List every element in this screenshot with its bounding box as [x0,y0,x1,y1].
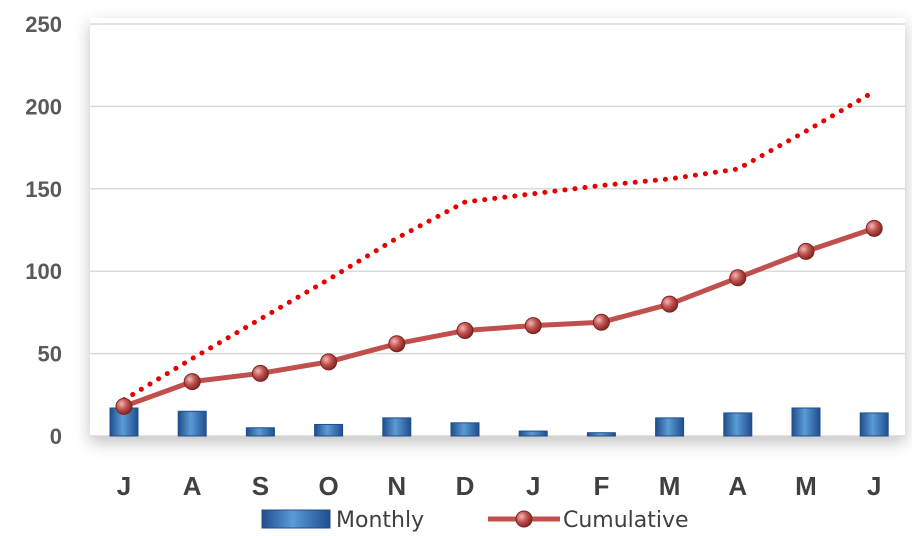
cumulative-point [183,373,201,391]
bar-monthly [586,432,616,437]
cumulative-point [115,397,133,415]
gridlines [90,23,905,437]
y-axis-ticks: 0 50 100 150 200 250 [25,12,62,449]
bar-monthly [791,407,821,437]
cumulative-point [797,242,815,260]
bar-monthly [245,427,275,437]
cumulative-series [115,219,883,415]
y-tick-label: 150 [25,177,62,202]
y-tick-label: 100 [25,259,62,284]
x-tick-label: A [728,471,747,501]
cumulative-point [320,353,338,371]
legend: Monthly Cumulative [261,508,689,533]
x-tick-label: S [252,471,269,501]
x-tick-label: J [117,471,131,501]
x-tick-label: M [795,471,817,501]
cumulative-point [251,364,269,382]
legend-monthly-label: Monthly [336,508,424,533]
cumulative-line [123,225,876,409]
cumulative-point [729,269,747,287]
y-tick-label: 50 [38,342,62,367]
cumulative-point [524,317,542,335]
legend-monthly-swatch [261,509,331,529]
bar-monthly [859,412,889,437]
bar-monthly [450,422,480,437]
monthly-bars [109,407,889,437]
x-tick-label: A [183,471,202,501]
y-tick-label: 0 [50,424,62,449]
legend-cumulative-label: Cumulative [563,508,689,533]
bar-monthly [723,412,753,437]
plot-area [90,18,905,436]
bar-monthly [177,410,207,437]
x-tick-label: O [318,471,338,501]
x-tick-label: J [526,471,540,501]
cumulative-point [592,313,610,331]
x-tick-label: F [593,471,609,501]
bar-monthly [518,430,548,437]
cumulative-point [456,322,474,340]
x-tick-label: J [867,471,881,501]
cumulative-point [865,219,883,237]
bar-monthly [382,417,412,437]
bar-monthly [655,417,685,437]
cumulative-point [388,335,406,353]
x-tick-label: D [456,471,475,501]
cumulative-point [661,295,679,313]
legend-cumulative-marker [515,510,533,528]
y-tick-label: 200 [25,94,62,119]
x-tick-label: M [659,471,681,501]
x-tick-label: N [387,471,406,501]
bar-monthly [314,423,344,437]
y-tick-label: 250 [25,12,62,37]
